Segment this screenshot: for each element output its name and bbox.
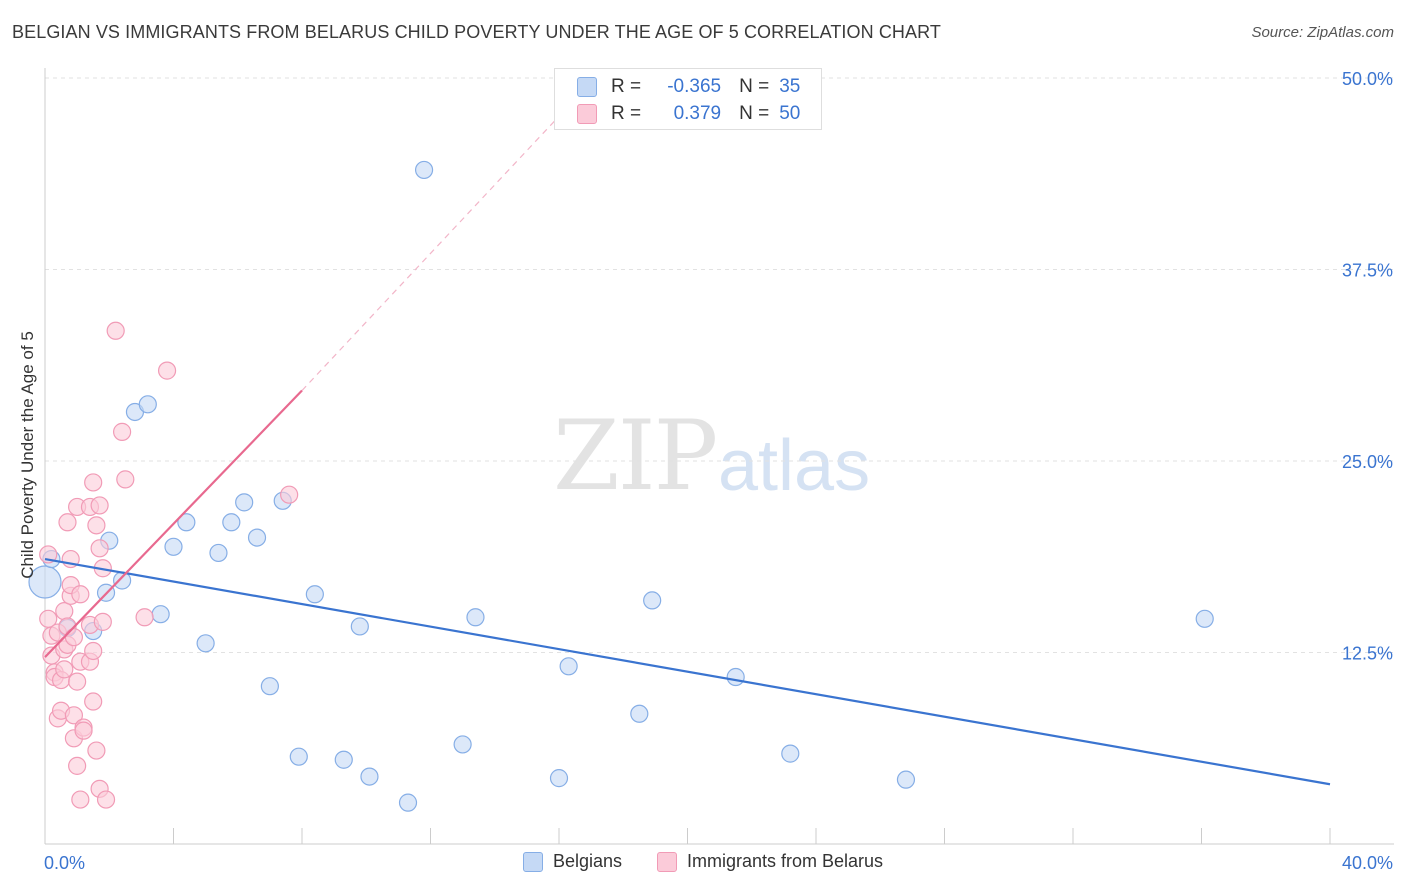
chart-title: BELGIAN VS IMMIGRANTS FROM BELARUS CHILD… <box>12 22 942 42</box>
belarus-point <box>84 641 103 661</box>
belgian-point <box>235 493 254 512</box>
belarus-swatch <box>657 851 677 872</box>
bottom-legend: Belgians Immigrants from Belarus <box>0 851 1406 877</box>
belgian-point <box>164 537 183 556</box>
belarus-point <box>55 660 74 679</box>
stats-legend: R = -0.365 N = 35 R = 0.379 N = 50 <box>554 68 822 130</box>
belgian-point <box>177 513 196 532</box>
belarus-point <box>135 608 154 627</box>
legend-label-belarus: Immigrants from Belarus <box>687 851 884 871</box>
belarus-point <box>74 721 93 740</box>
belgian-point <box>350 617 369 636</box>
belarus-point <box>112 422 132 441</box>
belgian-point <box>222 513 241 532</box>
watermark-zip: ZIP <box>553 400 718 512</box>
belgian-point <box>453 735 472 754</box>
belarus-point <box>87 741 106 760</box>
belarus-point <box>157 361 177 380</box>
x-tick-label: 40.0% <box>1342 853 1393 873</box>
belarus-point <box>68 756 87 775</box>
belarus-point <box>55 602 74 621</box>
belarus-point <box>64 706 84 725</box>
belarus-point <box>90 539 109 558</box>
belarus-point <box>39 545 58 564</box>
belarus-point <box>58 513 77 532</box>
belgian-point <box>260 677 279 696</box>
belarus-point <box>84 473 103 492</box>
belgian-point <box>151 605 170 624</box>
stats-row-belarus: R = 0.379 N = 50 <box>577 102 800 126</box>
belarus-point <box>71 585 90 604</box>
r-label: R = <box>611 76 642 97</box>
belgian-point <box>360 767 379 786</box>
belgian-point <box>414 160 434 180</box>
belgian-point <box>398 793 418 812</box>
belarus-point <box>71 790 90 809</box>
n-label: N = <box>739 103 770 124</box>
belgian-point <box>549 769 569 788</box>
n-label: N = <box>739 76 770 97</box>
y-tick-label: 12.5% <box>1342 644 1393 664</box>
belgians-trend-line <box>44 557 1331 786</box>
belarus-trend-extension <box>301 115 560 391</box>
y-tick-label: 37.5% <box>1342 261 1393 281</box>
y-axis-label: Child Poverty Under the Age of 5 <box>18 331 37 579</box>
belgians-swatch <box>522 851 543 872</box>
belgian-point <box>196 634 215 653</box>
belgian-point <box>466 608 485 627</box>
r-value: -0.365 <box>667 76 722 97</box>
belarus-point <box>84 692 103 711</box>
y-tick-label: 25.0% <box>1342 452 1393 472</box>
legend-item-belarus: Immigrants from Belarus <box>657 851 883 872</box>
belgian-point <box>138 395 157 414</box>
belgian-point <box>726 667 745 687</box>
belarus-trend-line <box>44 389 303 658</box>
n-value: 50 <box>779 103 801 124</box>
belgian-point <box>643 591 662 610</box>
belarus-point <box>93 612 112 631</box>
belgian-point <box>28 565 62 599</box>
belarus-point <box>68 672 87 691</box>
n-value: 35 <box>779 76 801 97</box>
belarus-point <box>96 790 116 809</box>
legend-item-belgians: Belgians <box>522 851 622 872</box>
watermark-atlas: atlas <box>718 426 871 506</box>
belarus-point <box>64 628 84 647</box>
belgian-point <box>630 704 649 723</box>
belgian-point <box>1195 609 1214 628</box>
belgian-point <box>334 750 353 769</box>
y-tick-label: 50.0% <box>1342 69 1393 89</box>
belarus-point <box>116 470 135 489</box>
belarus-point <box>87 516 106 535</box>
belgians-swatch <box>577 77 597 97</box>
r-label: R = <box>611 103 642 124</box>
belgian-point <box>305 585 324 604</box>
belgian-point <box>896 770 916 789</box>
belgian-point <box>559 657 578 676</box>
belgian-point <box>209 543 228 563</box>
belgian-point <box>781 744 800 763</box>
x-tick-label: 0.0% <box>44 853 85 873</box>
stats-row-belgians: R = -0.365 N = 35 <box>577 75 800 99</box>
belarus-point <box>280 485 299 504</box>
belgian-point <box>289 747 308 766</box>
belarus-point <box>106 321 125 340</box>
belarus-swatch <box>577 104 597 124</box>
r-value: 0.379 <box>673 103 722 124</box>
legend-label-belgians: Belgians <box>552 851 622 871</box>
belgian-point <box>247 528 267 547</box>
belarus-point <box>90 496 109 515</box>
source-label: Source: ZipAtlas.com <box>1251 24 1394 41</box>
